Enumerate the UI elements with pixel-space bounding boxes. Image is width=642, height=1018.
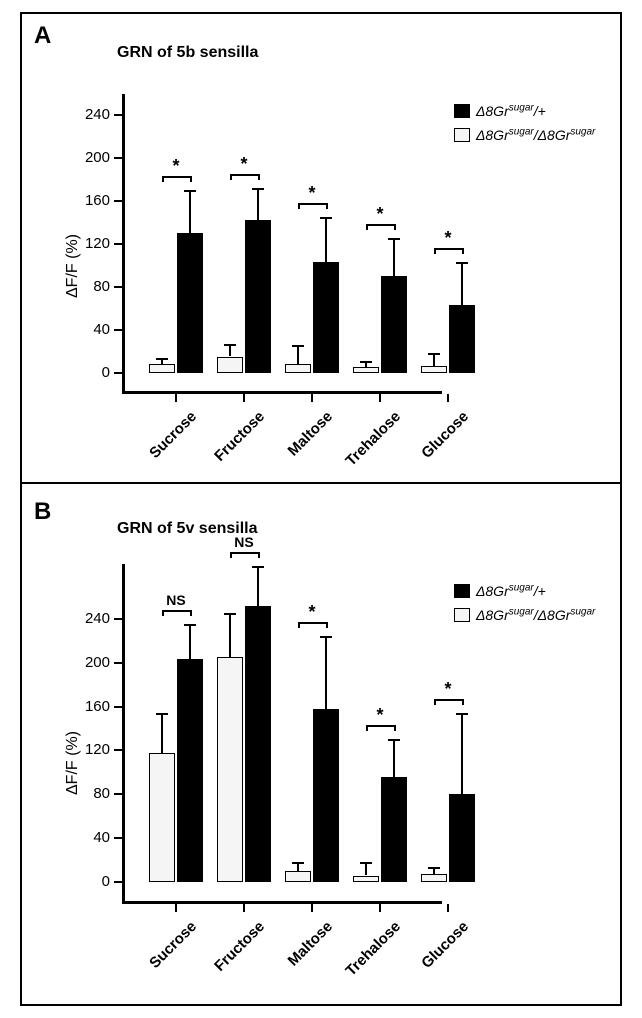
ytick: [114, 329, 122, 331]
error-cap: [456, 262, 468, 264]
ytick-label: 160: [22, 698, 110, 715]
panel-b-significance: NSNS***: [122, 564, 442, 904]
legend-text-2: Δ8Grsugar/Δ8Grsugar: [476, 127, 595, 143]
panel-a-significance: *****: [122, 94, 442, 394]
xlabel: Maltose: [260, 918, 336, 994]
sig-label: *: [365, 204, 395, 225]
sig-bracket-drop: [162, 610, 164, 616]
legend-swatch-white: [454, 608, 470, 622]
sig-label: *: [433, 228, 463, 249]
xtick: [311, 904, 313, 912]
ytick: [114, 881, 122, 883]
ytick: [114, 749, 122, 751]
legend-label-het: Δ8Grsugar/+: [476, 582, 546, 599]
legend-label-hom: Δ8Grsugar/Δ8Grsugar: [476, 606, 595, 623]
ytick-label: 240: [22, 610, 110, 627]
xlabel: Sucrose: [124, 918, 200, 994]
panel-a-label: A: [34, 22, 51, 50]
legend-text-1: Δ8Grsugar/+: [476, 103, 546, 119]
xtick: [243, 394, 245, 402]
ytick: [114, 372, 122, 374]
sig-bracket: [230, 552, 258, 554]
ytick: [114, 662, 122, 664]
legend-label-hom: Δ8Grsugar/Δ8Grsugar: [476, 126, 595, 143]
sig-label: *: [161, 156, 191, 177]
xtick: [175, 394, 177, 402]
ytick-label: 0: [22, 364, 110, 381]
ytick: [114, 157, 122, 159]
sig-label: *: [365, 705, 395, 726]
ytick-label: 40: [22, 321, 110, 338]
error-bar: [461, 713, 463, 794]
ytick: [114, 114, 122, 116]
xlabel: Trehalose: [328, 408, 404, 484]
xtick: [311, 394, 313, 402]
ytick: [114, 793, 122, 795]
xlabel: Maltose: [260, 408, 336, 484]
sig-label: NS: [229, 534, 259, 550]
bar: [449, 305, 475, 373]
sig-label: *: [433, 679, 463, 700]
xlabel: Glucose: [396, 408, 472, 484]
sig-label: *: [229, 154, 259, 175]
xlabel: Glucose: [396, 918, 472, 994]
xtick: [175, 904, 177, 912]
ytick-label: 80: [22, 785, 110, 802]
sig-bracket: [162, 610, 190, 612]
ytick: [114, 618, 122, 620]
sig-bracket-drop: [190, 610, 192, 616]
ytick-label: 160: [22, 192, 110, 209]
panel-a-subtitle: GRN of 5b sensilla: [117, 44, 258, 62]
ytick-label: 40: [22, 829, 110, 846]
panel-b: B GRN of 5v sensilla ΔF/F (%) 0408012016…: [22, 484, 622, 1008]
sig-bracket-drop: [230, 552, 232, 558]
ytick: [114, 243, 122, 245]
error-cap: [456, 713, 468, 715]
ytick: [114, 706, 122, 708]
xlabel: Fructose: [192, 918, 268, 994]
ytick-label: 0: [22, 873, 110, 890]
ytick-label: 120: [22, 235, 110, 252]
xtick: [447, 394, 449, 402]
xlabel: Trehalose: [328, 918, 404, 994]
ytick-label: 200: [22, 149, 110, 166]
legend-swatch-black: [454, 104, 470, 118]
xtick: [447, 904, 449, 912]
ytick-label: 200: [22, 654, 110, 671]
sig-label: *: [297, 602, 327, 623]
figure-frame: A GRN of 5b sensilla ΔF/F (%) 0408012016…: [20, 12, 622, 1006]
ytick: [114, 837, 122, 839]
legend-swatch-black: [454, 584, 470, 598]
legend-swatch-white: [454, 128, 470, 142]
ytick: [114, 200, 122, 202]
ytick: [114, 286, 122, 288]
panel-b-label: B: [34, 498, 51, 526]
xlabel: Sucrose: [124, 408, 200, 484]
sig-label: NS: [161, 592, 191, 608]
bar: [449, 794, 475, 882]
xtick: [379, 394, 381, 402]
legend-label-het: Δ8Grsugar/+: [476, 102, 546, 119]
sig-label: *: [297, 183, 327, 204]
xtick: [379, 904, 381, 912]
ytick-label: 120: [22, 741, 110, 758]
xlabel: Fructose: [192, 408, 268, 484]
panel-a: A GRN of 5b sensilla ΔF/F (%) 0408012016…: [22, 14, 622, 482]
xtick: [243, 904, 245, 912]
sig-bracket-drop: [258, 552, 260, 558]
ytick-label: 240: [22, 106, 110, 123]
error-bar: [461, 262, 463, 305]
ytick-label: 80: [22, 278, 110, 295]
